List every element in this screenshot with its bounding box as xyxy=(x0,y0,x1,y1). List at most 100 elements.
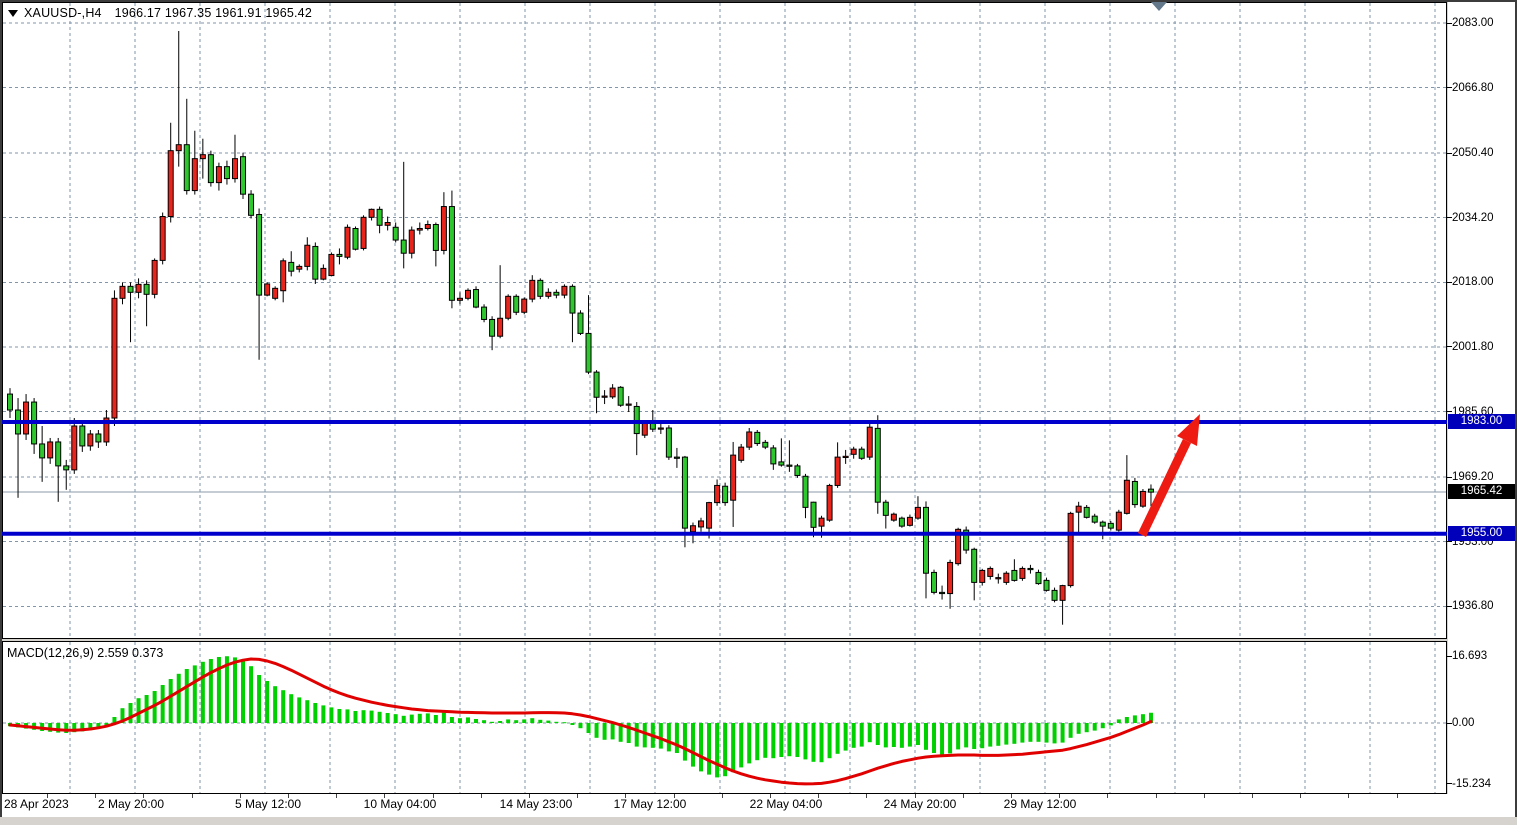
candle-bearish xyxy=(898,517,905,527)
candle-bullish xyxy=(521,298,528,313)
candle-bullish xyxy=(328,253,335,277)
trend-arrow-head[interactable] xyxy=(1177,414,1200,446)
macd-histogram-bar xyxy=(257,675,262,723)
candle-bullish xyxy=(947,561,954,595)
candle-bearish xyxy=(971,548,978,583)
candle-bearish xyxy=(481,306,488,320)
macd-histogram-bar xyxy=(578,723,583,729)
macd-histogram-bar xyxy=(803,723,808,760)
date-tick-mark xyxy=(674,794,675,798)
macd-histogram-bar xyxy=(731,723,736,773)
macd-histogram-bar xyxy=(755,723,760,761)
candle-bullish xyxy=(384,222,391,226)
date-axis-label: 17 May 12:00 xyxy=(613,797,687,811)
candle-bearish xyxy=(585,332,592,373)
macd-histogram-bar xyxy=(867,723,872,743)
macd-histogram-bar xyxy=(184,669,189,723)
candle-bullish xyxy=(215,166,222,184)
candle-bullish xyxy=(135,283,142,293)
macd-histogram-bar xyxy=(1140,714,1145,723)
candle-bearish xyxy=(1091,515,1098,523)
macd-histogram-bar xyxy=(80,723,85,732)
candle-bullish xyxy=(497,317,504,337)
candle-bullish xyxy=(440,206,447,251)
candle-bullish xyxy=(730,454,737,501)
macd-histogram-bar xyxy=(273,686,278,723)
window-border-left xyxy=(0,0,2,817)
candle-bullish xyxy=(979,569,986,583)
macd-histogram-bar xyxy=(883,723,888,748)
macd-histogram-bar xyxy=(136,698,141,723)
macd-histogram-bar xyxy=(634,723,639,747)
candle-bullish xyxy=(119,285,126,299)
date-tick-mark xyxy=(288,794,289,798)
macd-histogram-bar xyxy=(554,721,559,723)
price-tick-mark xyxy=(1447,346,1452,348)
macd-histogram-bar xyxy=(779,723,784,757)
candle-bullish xyxy=(103,417,110,443)
candle-bearish xyxy=(392,226,399,241)
macd-histogram-bar xyxy=(891,723,896,747)
candle-bullish xyxy=(995,577,1002,580)
macd-histogram-bar xyxy=(747,723,752,764)
candle-bullish xyxy=(689,525,696,533)
candle-bullish xyxy=(456,297,463,301)
macd-histogram-bar xyxy=(642,723,647,748)
candle-bearish xyxy=(1035,571,1042,585)
candle-bullish xyxy=(906,516,913,526)
window-bottom-strip xyxy=(0,817,1517,825)
candle-bearish xyxy=(874,427,881,503)
macd-histogram-bar xyxy=(321,705,326,723)
macd-histogram-bar xyxy=(1036,723,1041,742)
macd-histogram-bar xyxy=(610,723,615,740)
macd-histogram-bar xyxy=(265,681,270,723)
macd-histogram-bar xyxy=(369,710,374,723)
macd-histogram-bar xyxy=(1116,719,1121,723)
macd-histogram-bar xyxy=(313,703,318,723)
macd-histogram-bar xyxy=(699,723,704,772)
time-axis[interactable] xyxy=(2,794,1515,817)
macd-histogram-bar xyxy=(915,723,920,745)
candle-bullish xyxy=(47,441,54,459)
candle-bearish xyxy=(127,285,134,293)
macd-histogram-bar xyxy=(932,723,937,753)
level-price-tag[interactable]: 1983.00 xyxy=(1448,414,1515,429)
date-axis-label: 22 May 04:00 xyxy=(749,797,823,811)
macd-histogram-bar xyxy=(1012,723,1017,744)
candle-bearish xyxy=(939,591,946,595)
date-axis-label: 10 May 04:00 xyxy=(363,797,437,811)
macd-histogram-bar xyxy=(168,679,173,723)
candle-bullish xyxy=(955,528,962,565)
macd-histogram-bar xyxy=(1148,712,1153,723)
candle-bullish xyxy=(1019,567,1026,579)
candle-bearish xyxy=(240,156,247,195)
macd-histogram-bar xyxy=(128,703,133,723)
candle-bearish xyxy=(448,206,455,301)
candle-bearish xyxy=(39,443,46,459)
chart-shift-triangle-icon[interactable] xyxy=(1151,2,1167,11)
price-tick-label: 2066.80 xyxy=(1452,80,1514,95)
date-tick-mark xyxy=(722,794,723,798)
date-tick-mark xyxy=(384,794,385,798)
current-price-tag: 1965.42 xyxy=(1448,484,1515,500)
candle-bearish xyxy=(649,422,656,430)
macd-canvas[interactable] xyxy=(2,641,1447,794)
candle-bullish xyxy=(1059,585,1066,601)
date-tick-mark xyxy=(577,794,578,798)
candle-bullish xyxy=(826,484,833,521)
macd-histogram-bar xyxy=(281,690,286,723)
candle-bearish xyxy=(248,193,255,216)
candle-bearish xyxy=(1043,579,1050,591)
date-tick-mark xyxy=(770,794,771,798)
trend-arrow-shaft[interactable] xyxy=(1137,439,1192,537)
macd-histogram-bar xyxy=(562,722,567,724)
date-tick-mark xyxy=(192,794,193,798)
candle-bullish xyxy=(834,456,841,486)
price-chart-canvas[interactable] xyxy=(2,2,1447,639)
level-price-tag[interactable]: 1955.00 xyxy=(1448,525,1515,541)
candle-bearish xyxy=(312,245,319,280)
macd-histogram-bar xyxy=(232,657,237,723)
macd-histogram-bar xyxy=(393,714,398,723)
macd-histogram-bar xyxy=(1020,723,1025,743)
macd-tick-mark xyxy=(1447,722,1452,724)
